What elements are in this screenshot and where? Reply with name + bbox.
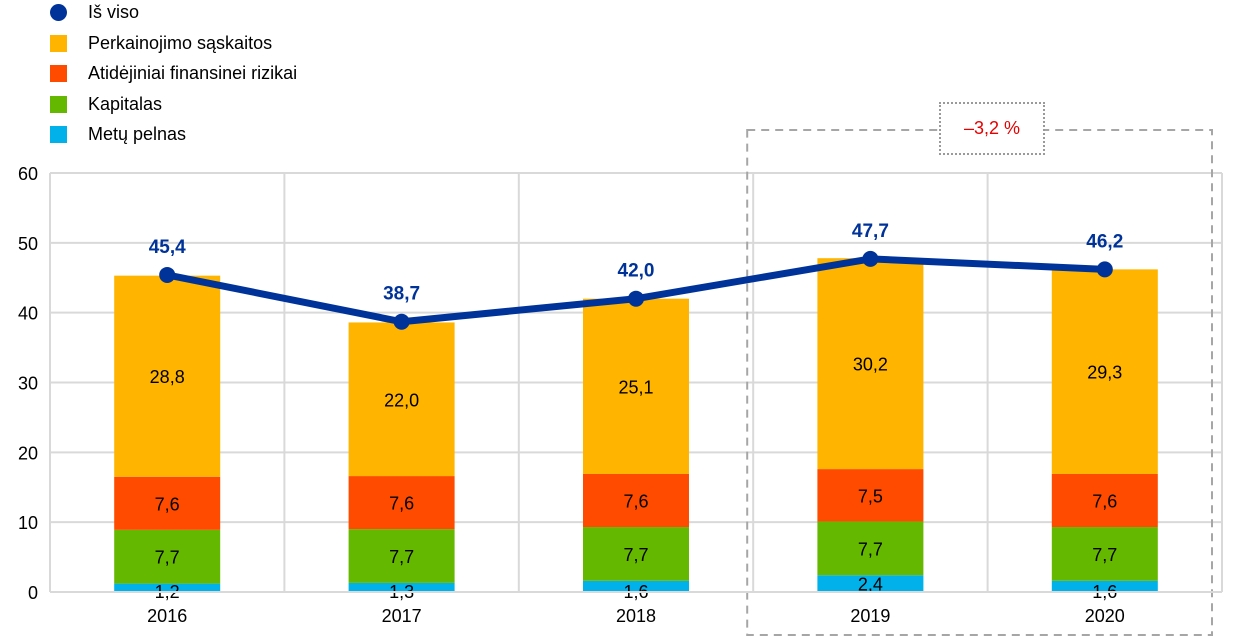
segment-label: 7,7 [389,547,414,567]
bar-segment [817,575,924,592]
legend-label: Metų pelnas [88,124,187,145]
segment-label: 2,4 [858,575,883,595]
legend-square-icon [50,126,67,144]
segment-label: 25,1 [618,377,653,397]
total-point [393,313,410,330]
total-line-layer: 45,4 38,7 42,0 47,7 46,2 [149,221,1123,330]
y-tick-label: 50 [18,234,38,254]
total-label: 47,7 [852,221,889,242]
segment-label: 7,7 [858,539,883,559]
bar-segment [348,322,455,477]
total-label: 46,2 [1086,231,1123,252]
total-point [628,290,644,307]
grid-lines [49,172,1223,592]
bar-segment [348,476,455,530]
legend-square-icon [50,95,67,113]
legend-label: Iš viso [88,2,140,22]
x-tick-label: 2016 [147,606,187,626]
bar-segment [583,580,689,592]
segment-label: 29,3 [1087,363,1122,383]
segment-label: 28,8 [150,367,185,387]
total-label: 38,7 [383,284,420,305]
segment-label: 7,6 [155,494,180,514]
bar-segment [348,582,455,592]
y-tick-label: 60 [18,164,38,184]
y-tick-label: 40 [18,304,38,324]
highlight-change-label: –3,2 % [939,102,1045,155]
bar-segment [817,258,924,470]
y-tick-label: 0 [28,583,38,603]
segment-label: 7,7 [155,548,180,568]
segment-label: 7,7 [1092,545,1117,565]
legend-label: Perkainojimo sąskaitos [88,32,273,53]
total-point [159,266,176,283]
y-tick-label: 30 [18,374,38,394]
segment-label: 7,6 [389,494,414,514]
x-tick-label: 2017 [382,606,422,626]
y-tick-label: 20 [18,443,38,463]
legend-label: Atidėjiniai finansinei rizikai [88,63,298,84]
legend-square-icon [50,34,67,52]
bar-segment [114,529,221,584]
bar-segment [1051,527,1158,581]
legend-dot-icon [50,4,67,21]
bar-segment [583,298,689,474]
x-tick-label: 2020 [1085,606,1125,626]
bar-segment [114,275,221,477]
segment-label: 7,6 [1092,492,1117,512]
total-label: 42,0 [618,261,655,282]
legend-label: Kapitalas [88,93,163,114]
axes: 0 10 20 30 40 50 60 2016 2017 2018 2019 2020 [18,164,1222,626]
total-point [1096,261,1113,278]
bar-segment [1051,580,1158,592]
bar-segment [114,476,221,530]
total-label: 45,4 [149,237,186,258]
highlight-frame [746,129,1213,636]
segment-label: 30,2 [853,355,888,375]
y-tick-label: 10 [18,513,38,533]
bar-segment [348,529,455,583]
segment-label: 7,6 [623,492,648,512]
segment-label: 7,5 [858,486,883,506]
bar-segment [817,469,924,522]
total-point [862,250,879,267]
x-tick-label: 2019 [850,606,890,626]
x-tick-label: 2018 [616,606,656,626]
bar-segment [1051,269,1158,474]
bar-segment [114,583,221,592]
bars: 1,27,77,628,81,37,77,622,01,67,77,625,12… [114,258,1158,602]
bar-segment [583,527,689,581]
bar-segment [1051,473,1158,528]
segment-label: 22,0 [384,390,419,410]
bar-segment [817,521,924,576]
segment-label: 7,7 [623,545,648,565]
legend-square-icon [50,65,67,83]
bar-segment [583,473,689,528]
